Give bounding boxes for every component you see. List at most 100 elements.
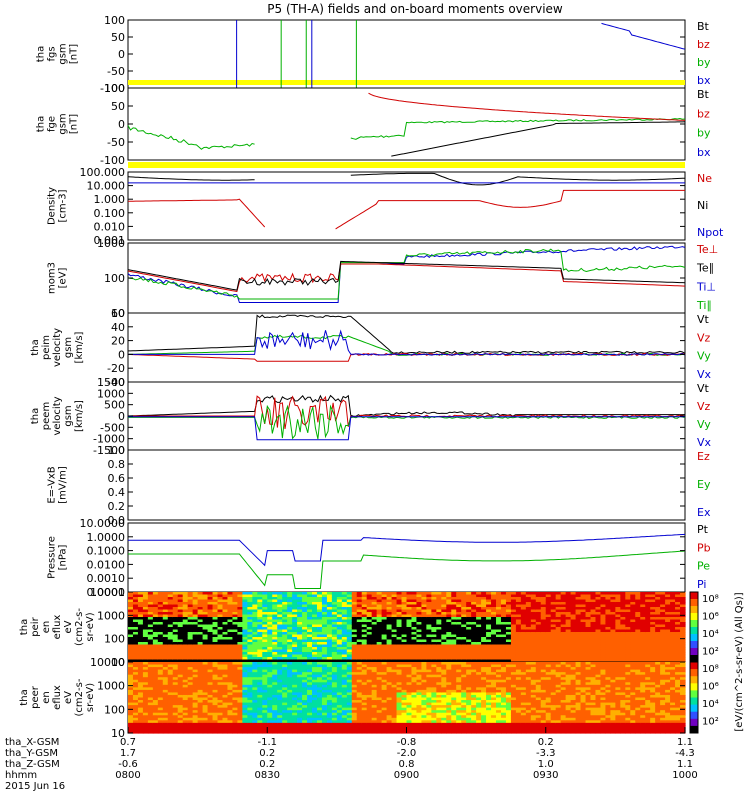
heatmap-cell	[396, 689, 403, 694]
heatmap-cell	[500, 642, 507, 646]
heatmap-cell	[406, 632, 413, 636]
heatmap-cell	[610, 634, 616, 638]
heatmap-cell	[336, 607, 343, 611]
heatmap-cell	[307, 622, 313, 626]
heatmap-cell	[147, 654, 154, 658]
heatmap-cell	[326, 614, 333, 618]
heatmap-cell	[660, 609, 666, 613]
heatmap-cell	[282, 644, 288, 648]
heatmap-cell	[207, 692, 214, 696]
heatmap-cell	[376, 705, 383, 709]
heatmap-cell	[510, 617, 517, 621]
heatmap-cell	[456, 594, 462, 598]
heatmap-cell	[570, 609, 577, 613]
heatmap-cell	[132, 697, 139, 701]
heatmap-cell	[326, 652, 333, 656]
heatmap-cell	[227, 649, 234, 653]
heatmap-cell	[625, 634, 631, 638]
y-tick-label: 100.000	[80, 166, 126, 179]
heatmap-cell	[466, 607, 472, 611]
heatmap-cell	[157, 710, 164, 714]
heatmap-cell	[406, 697, 413, 701]
heatmap-cell	[247, 705, 253, 709]
heatmap-cell	[287, 674, 293, 678]
heatmap-cell	[321, 609, 328, 613]
heatmap-cell	[282, 694, 288, 699]
heatmap-cell	[297, 617, 303, 621]
heatmap-cell	[575, 612, 582, 616]
heatmap-cell	[267, 594, 273, 598]
heatmap-cell	[326, 722, 333, 726]
heatmap-cell	[252, 592, 258, 596]
heatmap-cell	[152, 697, 159, 701]
heatmap-cell	[426, 652, 432, 656]
heatmap-cell	[630, 657, 636, 661]
heatmap-cell	[466, 659, 472, 663]
heatmap-cell	[351, 687, 358, 691]
heatmap-cell	[187, 639, 194, 643]
heatmap-cell	[451, 624, 457, 628]
heatmap-cell	[132, 700, 139, 704]
heatmap-cell	[356, 644, 363, 648]
heatmap-cell	[167, 727, 174, 732]
heatmap-cell	[620, 652, 626, 656]
heatmap-cell	[555, 614, 562, 618]
heatmap-cell	[182, 607, 189, 611]
heatmap-cell	[570, 632, 577, 636]
heatmap-cell	[247, 617, 253, 621]
heatmap-cell	[525, 594, 532, 598]
heatmap-cell	[247, 700, 253, 704]
heatmap-cell	[406, 722, 413, 726]
heatmap-cell	[167, 619, 174, 623]
heatmap-cell	[635, 657, 641, 661]
heatmap-cell	[237, 679, 243, 683]
heatmap-cell	[262, 637, 268, 641]
heatmap-cell	[660, 654, 666, 658]
heatmap-cell	[346, 639, 353, 643]
heatmap-cell	[515, 637, 522, 641]
heatmap-cell	[242, 705, 248, 709]
heatmap-cell	[500, 659, 507, 663]
heatmap-cell	[351, 629, 358, 633]
heatmap-cell	[227, 617, 234, 621]
heatmap-cell	[336, 647, 343, 651]
heatmap-cell	[635, 597, 641, 601]
heatmap-cell	[366, 652, 373, 656]
heatmap-cell	[326, 684, 333, 688]
heatmap-cell	[157, 627, 164, 631]
heatmap-cell	[366, 602, 373, 606]
heatmap-cell	[545, 639, 552, 643]
heatmap-cell	[496, 649, 502, 653]
heatmap-cell	[132, 619, 139, 623]
heatmap-cell	[302, 702, 308, 706]
heatmap-cell	[590, 649, 597, 653]
heatmap-cell	[237, 689, 243, 694]
heatmap-cell	[247, 632, 253, 636]
heatmap-cell	[600, 637, 607, 641]
heatmap-cell	[411, 637, 418, 641]
heatmap-cell	[172, 662, 179, 666]
heatmap-cell	[600, 612, 607, 616]
heatmap-cell	[366, 634, 373, 638]
heatmap-cell	[157, 604, 164, 608]
heatmap-cell	[381, 637, 388, 641]
heatmap-cell	[670, 612, 676, 616]
heatmap-cell	[505, 607, 512, 611]
heatmap-cell	[202, 597, 209, 601]
heatmap-cell	[535, 617, 542, 621]
heatmap-cell	[615, 639, 621, 643]
heatmap-cell	[162, 715, 169, 719]
heatmap-cell	[346, 594, 353, 598]
heatmap-cell	[267, 725, 273, 729]
heatmap-cell	[277, 652, 283, 656]
heatmap-cell	[307, 664, 313, 668]
heatmap-cell	[486, 602, 492, 606]
heatmap-cell	[635, 599, 641, 603]
heatmap-cell	[366, 599, 373, 603]
heatmap-cell	[505, 659, 512, 663]
heatmap-cell	[580, 637, 587, 641]
heatmap-cell	[277, 634, 283, 638]
heatmap-cell	[351, 597, 358, 601]
heatmap-cell	[680, 607, 686, 611]
heatmap-cell	[237, 659, 243, 663]
